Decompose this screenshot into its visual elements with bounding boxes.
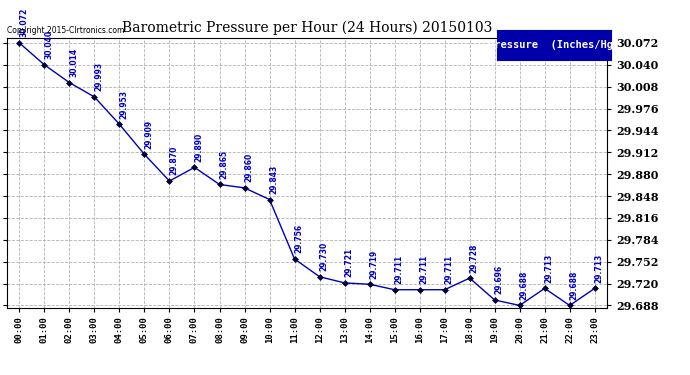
- Text: 29.728: 29.728: [469, 243, 478, 273]
- Text: 29.870: 29.870: [169, 146, 178, 176]
- Text: 29.688: 29.688: [520, 270, 529, 300]
- Text: 29.843: 29.843: [269, 165, 278, 194]
- Text: 29.756: 29.756: [294, 224, 303, 254]
- Text: 29.719: 29.719: [369, 249, 378, 279]
- Text: 29.713: 29.713: [544, 254, 553, 283]
- Text: 29.688: 29.688: [569, 270, 578, 300]
- Text: Pressure  (Inches/Hg): Pressure (Inches/Hg): [488, 40, 620, 50]
- Text: 30.014: 30.014: [69, 48, 78, 77]
- Text: 29.696: 29.696: [494, 265, 503, 294]
- Text: 29.711: 29.711: [394, 255, 403, 284]
- Text: 29.953: 29.953: [119, 90, 128, 119]
- Text: 29.860: 29.860: [244, 153, 253, 182]
- Text: 29.711: 29.711: [420, 255, 428, 284]
- Text: 29.730: 29.730: [319, 242, 328, 271]
- Text: Copyright 2015-Clrtronics.com: Copyright 2015-Clrtronics.com: [7, 26, 124, 35]
- Text: 30.040: 30.040: [44, 30, 53, 59]
- Text: 29.890: 29.890: [194, 133, 203, 162]
- Text: 29.865: 29.865: [219, 150, 228, 179]
- Text: 29.721: 29.721: [344, 248, 353, 278]
- Text: 29.713: 29.713: [594, 254, 603, 283]
- Text: 29.711: 29.711: [444, 255, 453, 284]
- Title: Barometric Pressure per Hour (24 Hours) 20150103: Barometric Pressure per Hour (24 Hours) …: [122, 21, 492, 35]
- Text: 30.072: 30.072: [19, 8, 28, 38]
- Text: 29.993: 29.993: [94, 62, 103, 92]
- Text: 29.909: 29.909: [144, 120, 153, 149]
